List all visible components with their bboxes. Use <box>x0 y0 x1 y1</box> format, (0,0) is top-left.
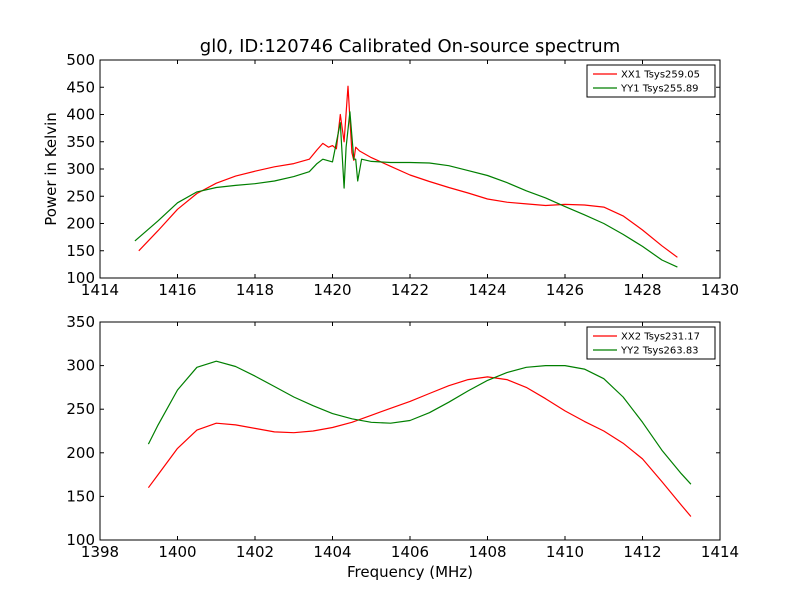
upper-y-tick-label-8: 500 <box>66 51 95 69</box>
lower-y-tick-label-0: 100 <box>66 531 95 549</box>
upper-y-tick-label-5: 350 <box>66 133 95 151</box>
lower-y-tick-label-2: 200 <box>66 444 95 462</box>
upper-y-tick-label-3: 250 <box>66 187 95 205</box>
upper-legend-label-2: YY1 Tsys255.89 <box>620 84 699 95</box>
y-axis-label: Power in Kelvin <box>42 112 60 226</box>
lower-legend-label-2: YY2 Tsys263.83 <box>620 346 699 357</box>
upper-x-tick-label-2: 1418 <box>236 281 274 299</box>
lower-x-tick-label-5: 1408 <box>468 543 506 561</box>
lower-x-tick-label-3: 1404 <box>313 543 351 561</box>
upper-x-tick-label-0: 1414 <box>81 281 119 299</box>
lower-y-tick-label-3: 250 <box>66 400 95 418</box>
lower-y-tick-label-4: 300 <box>66 357 95 375</box>
lower-series-line-1 <box>147 376 692 517</box>
lower-x-tick-label-6: 1410 <box>546 543 584 561</box>
upper-y-tick-label-1: 150 <box>66 242 95 260</box>
upper-x-tick-label-1: 1416 <box>158 281 196 299</box>
upper-x-tick-label-4: 1422 <box>391 281 429 299</box>
upper-legend-box <box>586 64 716 98</box>
lower-y-tick-label-1: 150 <box>66 487 95 505</box>
upper-x-tick-label-5: 1424 <box>468 281 506 299</box>
lower-x-tick-label-0: 1398 <box>81 543 119 561</box>
upper-y-tick-label-2: 200 <box>66 215 95 233</box>
lower-x-tick-label-2: 1402 <box>236 543 274 561</box>
lower-legend-box <box>586 326 716 360</box>
lower-x-tick-label-4: 1406 <box>391 543 429 561</box>
upper-y-tick-label-7: 450 <box>66 78 95 96</box>
upper-x-tick-label-6: 1426 <box>546 281 584 299</box>
upper-y-tick-label-0: 100 <box>66 269 95 287</box>
upper-x-tick-label-7: 1428 <box>623 281 661 299</box>
upper-x-tick-label-3: 1420 <box>313 281 351 299</box>
lower-x-tick-label-1: 1400 <box>158 543 196 561</box>
lower-x-tick-label-7: 1412 <box>623 543 661 561</box>
lower-series-line-2 <box>147 360 692 485</box>
lower-spectrum-panel: 1398 1400 1402 1404 1406 1408 1410 1412 1414 100 1… <box>66 313 739 561</box>
lower-x-tick-label-8: 1414 <box>701 543 739 561</box>
upper-y-tick-label-4: 300 <box>66 160 95 178</box>
lower-legend-label-1: XX2 Tsys231.17 <box>621 332 700 343</box>
upper-series-line-2 <box>134 111 678 268</box>
upper-y-tick-label-6: 400 <box>66 106 95 124</box>
lower-y-tick-label-5: 350 <box>66 313 95 331</box>
upper-x-tick-label-8: 1430 <box>701 281 739 299</box>
x-axis-label: Frequency (MHz) <box>347 563 473 581</box>
figure-title: gl0, ID:120746 Calibrated On-source spec… <box>200 36 620 57</box>
upper-legend-label-1: XX1 Tsys259.05 <box>621 70 700 81</box>
upper-spectrum-panel: 1414 1416 1418 1420 1422 1424 1426 1428 1430 100 1… <box>66 51 739 299</box>
upper-series-line-1 <box>138 85 678 258</box>
